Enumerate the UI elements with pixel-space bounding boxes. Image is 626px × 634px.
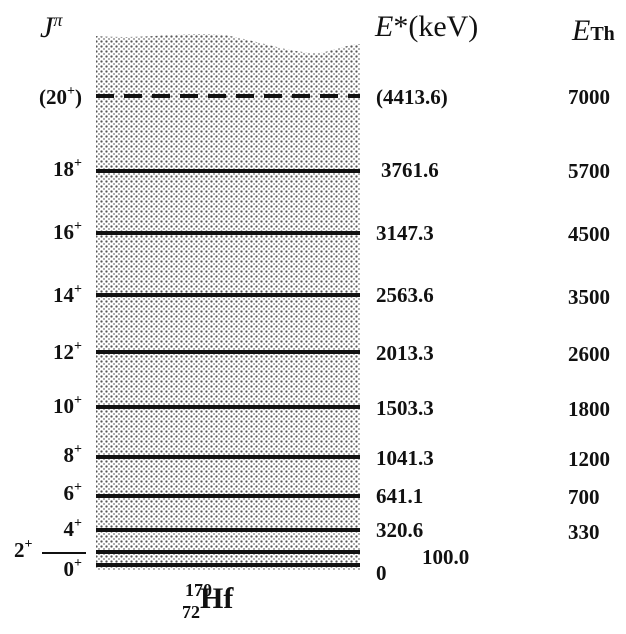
excitation-energy-label: 641.1 [376, 484, 424, 508]
spin-label: 10+ [53, 393, 82, 418]
excitation-energy-label: 3761.6 [381, 158, 439, 182]
spin-label: 0+ [63, 556, 82, 581]
excitation-energy-label: 100.0 [422, 545, 470, 569]
theory-energy-label: 7000 [568, 85, 610, 109]
level-lines [96, 94, 360, 567]
excitation-energy-label: 1503.3 [376, 396, 434, 420]
spin-label: 4+ [63, 516, 82, 541]
theory-energy-header: ETh [572, 14, 615, 47]
excitation-energy-label: 0 [376, 561, 387, 585]
spin-parity-header: Jπ [40, 10, 63, 44]
theory-energy-label: 1800 [568, 397, 610, 421]
spin-label: 8+ [63, 442, 82, 467]
theory-energy-label: 3500 [568, 285, 610, 309]
spin-label: 16+ [53, 219, 82, 244]
excitation-energy-label: (4413.6) [376, 85, 448, 109]
theory-energy-label: 2600 [568, 342, 610, 366]
excitation-energy-header: E*(keV) [375, 10, 479, 43]
nucleus-label: 17072Hf [182, 580, 234, 622]
spin-label: (20+) [39, 84, 82, 109]
excitation-energy-label: 320.6 [376, 518, 424, 542]
excitation-energy-label: 1041.3 [376, 446, 434, 470]
spin-label: 14+ [53, 282, 82, 307]
theory-energy-label: 5700 [568, 159, 610, 183]
excitation-energy-label: 3147.3 [376, 221, 434, 245]
spin-label: 18+ [53, 156, 82, 181]
theory-energy-label: 4500 [568, 222, 610, 246]
excitation-energy-label: 2563.6 [376, 283, 434, 307]
theory-energy-label: 1200 [568, 447, 610, 471]
spin-label: 12+ [53, 339, 82, 364]
theory-energy-label: 330 [568, 520, 600, 544]
stippled-band [96, 34, 360, 570]
theory-energy-label: 700 [568, 485, 600, 509]
spin-label: 2+ [14, 537, 33, 562]
spin-label: 6+ [63, 480, 82, 505]
excitation-energy-label: 2013.3 [376, 341, 434, 365]
